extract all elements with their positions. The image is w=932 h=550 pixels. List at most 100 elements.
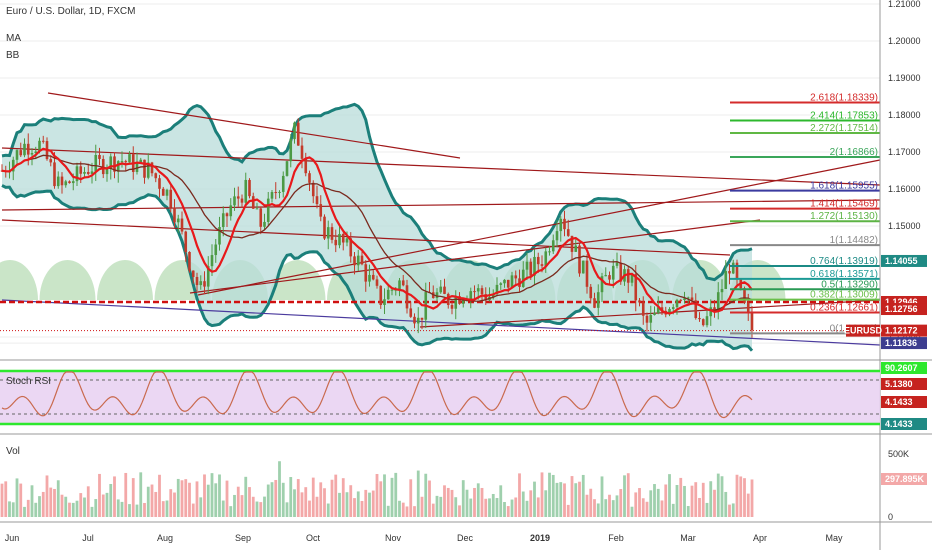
candle-body [548,251,551,253]
volume-bar [188,482,191,517]
price-tick-label: 1.15000 [888,221,921,231]
candle-body [570,235,574,252]
candle-body [229,205,233,217]
bb-indicator-label[interactable]: BB [6,50,20,61]
candle-body [671,307,675,309]
volume-bar [488,498,491,517]
symbol-tag [846,324,880,337]
volume-bar [660,500,664,517]
volume-bar [401,502,405,517]
candle-body [19,150,23,156]
volume-bar [23,506,26,517]
candle-body [326,227,330,239]
candle-body [720,288,724,293]
candle-body [296,122,300,146]
stoch-tag-text: 90.2607 [885,363,918,373]
price-tick-label: 1.16000 [888,184,921,194]
volume-bar [371,490,375,517]
volume-bar [555,482,559,517]
volume-label[interactable]: Vol [6,446,20,457]
volume-bar [308,500,311,517]
volume-bar [473,487,476,517]
trend-lines[interactable] [0,92,881,346]
volume-bar [615,495,619,517]
candle-body [443,286,446,294]
candle-body [285,161,289,176]
candle-body [619,262,623,282]
price-axis[interactable]: 1.21000 1.20000 1.19000 1.18000 1.17000 1.160… [844,0,927,522]
volume-bar [709,481,713,517]
candle-body [210,255,214,267]
cycle-circle [39,260,96,300]
fib-level-label: 2(1.16866) [830,147,878,158]
stoch-band-fill [0,372,880,424]
volume-bar [446,487,450,517]
fib-level-label: 2.272(1.17514) [810,123,878,134]
candle-body [409,308,413,317]
volume-bar [128,504,131,517]
price-tick-label: 1.19000 [888,73,921,83]
bb-fill [2,104,752,351]
volume-bar [131,478,135,517]
fib-level-label: 0.618(1.13571) [810,269,878,280]
volume-bar [424,473,428,517]
symbol-title[interactable]: Euro / U.S. Dollar, 1D, FXCM [6,6,136,17]
volume-bar [15,478,19,517]
candle-body [683,298,686,301]
candle-body [626,269,630,283]
ma-indicator-label[interactable]: MA [6,33,21,44]
volume-bar [409,479,413,517]
candle-body [750,312,754,331]
volume-bar [120,501,124,517]
volume-bar [214,483,218,517]
volume-bar [225,480,229,517]
price-tick-label: 1.17000 [888,147,921,157]
volume-bar [251,496,255,517]
candle-body [709,307,713,317]
volume-bar [503,502,506,517]
volume-bar [551,474,555,517]
price-tag-text: 1.11836 [885,338,917,348]
candle-body [30,153,34,155]
candle-body [375,279,379,286]
volume-bar [735,474,739,517]
time-axis[interactable]: Jun Jul Aug Sep Oct Nov Dec 2019 Feb Mar Apr May [5,533,843,543]
candle-body [510,275,514,288]
candle-body [304,158,308,174]
price-tag [881,337,927,350]
volume-bar [375,473,379,517]
candle-body [263,221,266,227]
time-axis-label: Mar [680,533,696,543]
trend-line [419,299,881,328]
volume-bar [574,483,578,517]
candle-body [240,198,244,203]
candle-body [281,175,285,192]
volume-bar [390,477,394,517]
volume-bar [514,497,518,517]
volume-bar [529,490,533,517]
volume-bar [150,484,154,517]
candle-body [203,281,206,287]
candle-body [589,286,593,299]
volume-bar [326,503,330,517]
candle-body [218,227,221,245]
candle-body [71,181,75,184]
volume-bar [608,494,611,517]
time-axis-label: Oct [306,533,321,543]
stoch-rsi-label[interactable]: Stoch RSI [6,376,52,387]
volume-bar [525,500,529,517]
price-tick-label: 1.18000 [888,110,921,120]
candle-body [101,158,105,175]
volume-bar [165,500,169,517]
volume-bar [296,479,300,517]
volume-bar [360,500,364,517]
stoch-tag-text: 4.1433 [885,397,913,407]
candle-body [188,251,191,271]
candle-body [169,189,173,208]
volume-bar [345,492,349,517]
candle-body [450,305,454,309]
candle-body [716,292,720,312]
volume-bar [184,479,188,517]
candle-body [514,275,518,279]
